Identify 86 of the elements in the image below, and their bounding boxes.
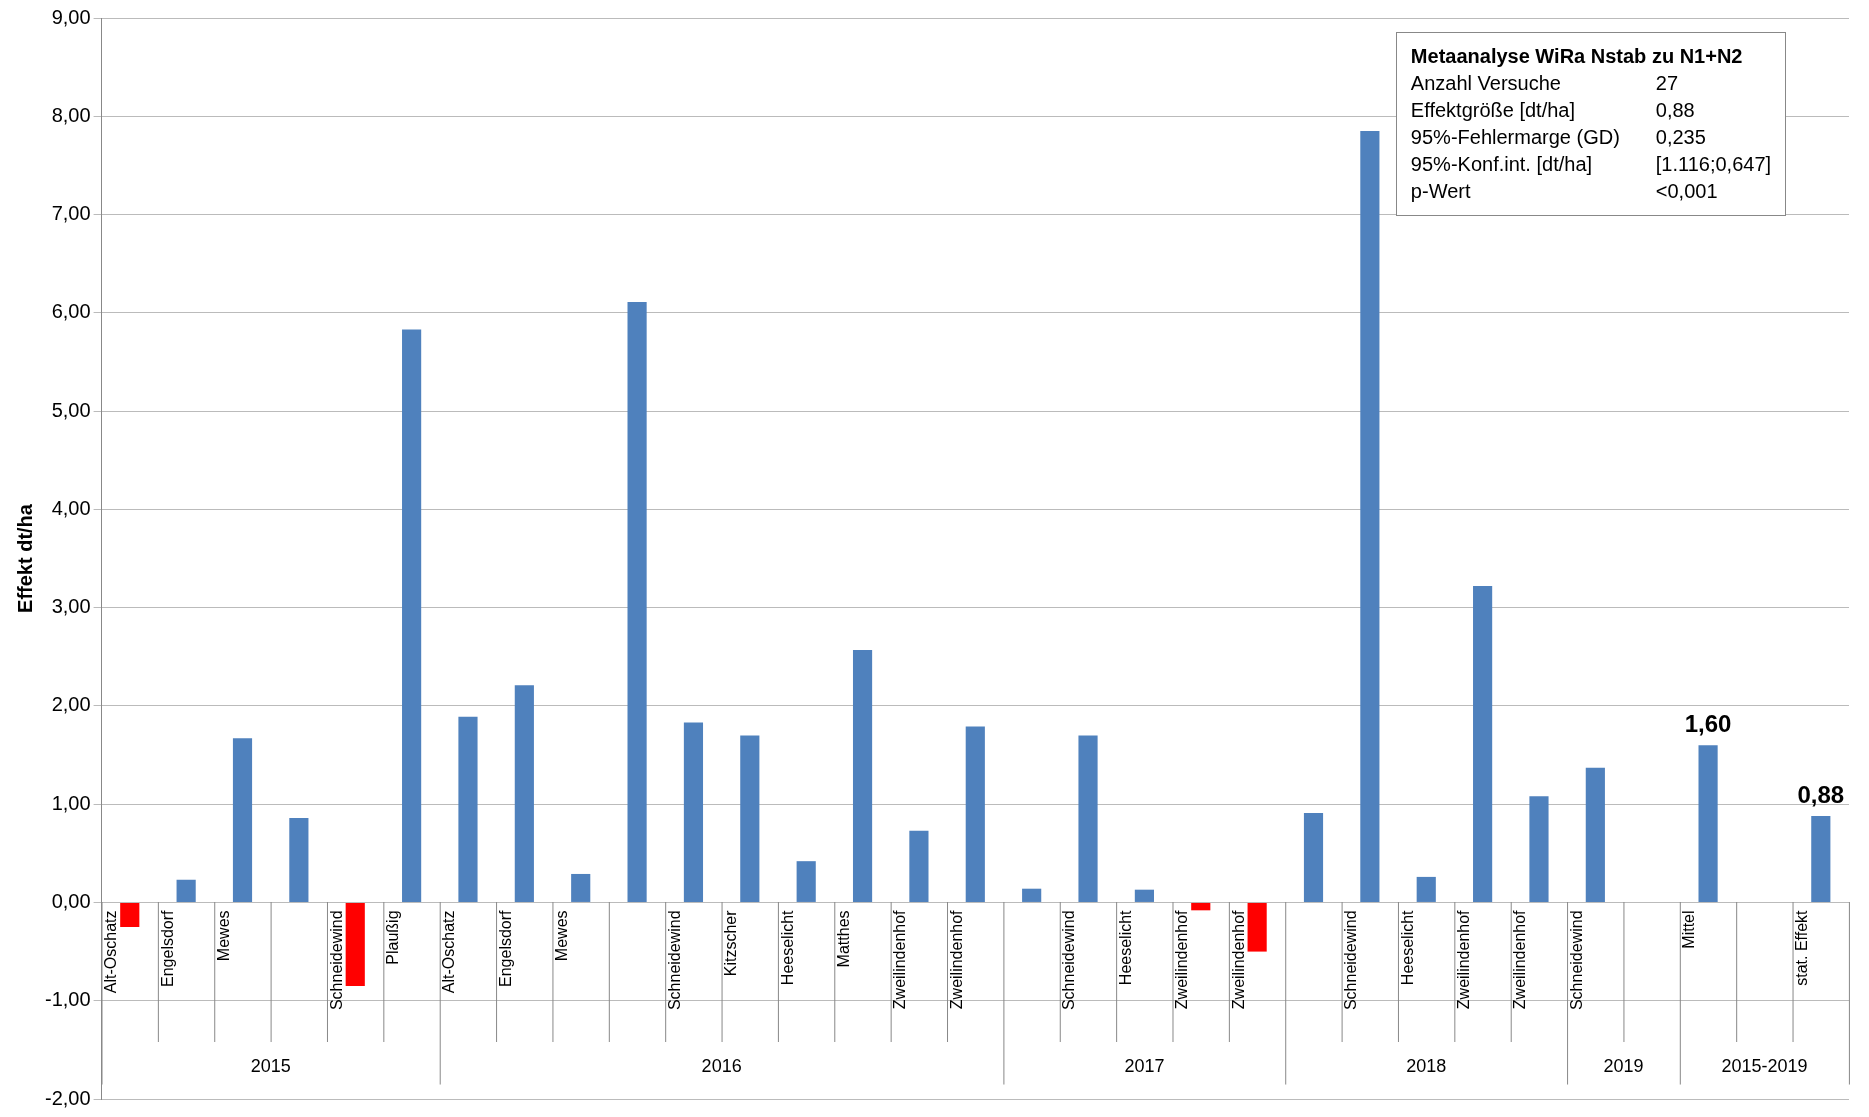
x-tick-label: Zweilindenhof bbox=[1229, 909, 1247, 1010]
bar bbox=[1303, 813, 1324, 902]
bar bbox=[1585, 767, 1605, 902]
bar bbox=[232, 738, 253, 902]
x-tick-label: Schneidewind bbox=[665, 910, 683, 1011]
x-tick-label: Mewes bbox=[553, 910, 571, 962]
x-tick-label: stat. Effekt bbox=[1793, 909, 1811, 986]
annotation: 95%-Fehlermarge (GD) bbox=[1410, 125, 1621, 150]
x-tick-label: Mewes bbox=[214, 910, 232, 962]
y-tick-label: -1,00 bbox=[44, 988, 91, 1011]
annotation: Metaanalyse WiRa Nstab zu N1+N2 bbox=[1410, 44, 1744, 69]
y-tick-label: 8,00 bbox=[51, 103, 91, 126]
x-tick-label: Zweilindenhof bbox=[947, 909, 965, 1010]
bar bbox=[796, 861, 816, 902]
x-tick-label: Schneidewind bbox=[327, 910, 345, 1011]
annotation: Effektgröße [dt/ha] bbox=[1410, 98, 1577, 123]
annotation: 0,235 bbox=[1655, 125, 1707, 150]
bar bbox=[176, 879, 196, 902]
bar bbox=[1360, 131, 1380, 902]
data-label: 0,88 bbox=[1797, 780, 1845, 808]
annotation: 2019 bbox=[1603, 1056, 1644, 1077]
x-tick-label: Zweilindenhof bbox=[1455, 909, 1473, 1010]
x-tick-label: Schneidewind bbox=[1342, 910, 1360, 1011]
annotation: [1.116;0,647] bbox=[1655, 152, 1772, 177]
y-tick-label: 9,00 bbox=[51, 5, 91, 28]
y-tick-label: 5,00 bbox=[51, 398, 91, 421]
x-tick-label: Engelsdorf bbox=[158, 909, 176, 987]
bar bbox=[289, 817, 309, 902]
annotation: p-Wert bbox=[1410, 179, 1472, 204]
bar bbox=[1191, 902, 1211, 911]
x-tick-label: Heeselicht bbox=[778, 909, 796, 986]
bar bbox=[1811, 815, 1831, 902]
y-tick-label: 1,00 bbox=[51, 791, 91, 814]
y-axis-title: Effekt dt/ha bbox=[13, 503, 36, 613]
bar bbox=[120, 902, 140, 928]
bar bbox=[402, 329, 422, 902]
annotation: 2015-2019 bbox=[1721, 1056, 1808, 1077]
x-tick-label: Schneidewind bbox=[1567, 910, 1585, 1011]
annotation: 27 bbox=[1655, 71, 1680, 96]
bar bbox=[1416, 876, 1436, 902]
x-tick-label: Schneidewind bbox=[1060, 910, 1078, 1011]
x-tick-label: Plaußig bbox=[384, 910, 402, 965]
annotation: Anzahl Versuche bbox=[1410, 71, 1562, 96]
bar bbox=[1473, 586, 1493, 902]
x-tick-label: Mittel bbox=[1680, 910, 1698, 949]
bar bbox=[1698, 745, 1718, 902]
x-tick-label: Alt-Oschatz bbox=[440, 910, 458, 994]
x-tick-label: Heeselicht bbox=[1398, 909, 1416, 986]
y-tick-label: 3,00 bbox=[51, 595, 91, 618]
x-tick-label: Alt-Oschatz bbox=[102, 910, 120, 994]
bar bbox=[683, 722, 704, 902]
bar bbox=[1529, 796, 1549, 902]
x-tick-label: Kitzscher bbox=[722, 909, 740, 977]
y-tick-label: 7,00 bbox=[51, 202, 91, 225]
y-tick-label: -2,00 bbox=[44, 1086, 91, 1109]
x-tick-label: Zweilindenhof bbox=[891, 909, 909, 1010]
annotation: <0,001 bbox=[1655, 179, 1719, 204]
bar bbox=[1247, 902, 1267, 952]
data-label: 1,60 bbox=[1684, 709, 1732, 737]
annotation: 2016 bbox=[701, 1056, 742, 1077]
annotation: 95%-Konf.int. [dt/ha] bbox=[1410, 152, 1594, 177]
annotation: 2017 bbox=[1124, 1056, 1165, 1077]
y-tick-label: 6,00 bbox=[51, 300, 91, 323]
bar bbox=[627, 302, 647, 902]
bar bbox=[1134, 889, 1154, 902]
bar bbox=[852, 649, 873, 902]
bar bbox=[740, 735, 760, 902]
y-tick-label: 4,00 bbox=[51, 496, 91, 519]
bar bbox=[909, 830, 929, 902]
y-tick-label: 2,00 bbox=[51, 693, 91, 716]
bar bbox=[345, 902, 365, 986]
bar bbox=[1022, 888, 1042, 902]
bar bbox=[965, 726, 985, 902]
bar bbox=[571, 873, 591, 902]
x-tick-label: Zweilindenhof bbox=[1173, 909, 1191, 1010]
annotation: 0,88 bbox=[1655, 98, 1696, 123]
x-tick-label: Engelsdorf bbox=[496, 909, 514, 987]
bar bbox=[458, 716, 478, 902]
annotation: 2018 bbox=[1406, 1056, 1447, 1077]
x-tick-label: Heeselicht bbox=[1116, 909, 1134, 986]
x-tick-label: Matthes bbox=[834, 910, 852, 968]
annotation: 2015 bbox=[250, 1056, 291, 1077]
y-tick-label: 0,00 bbox=[51, 889, 91, 912]
x-tick-label: Zweilindenhof bbox=[1511, 909, 1529, 1010]
bar bbox=[514, 685, 534, 902]
bar bbox=[1078, 735, 1098, 902]
